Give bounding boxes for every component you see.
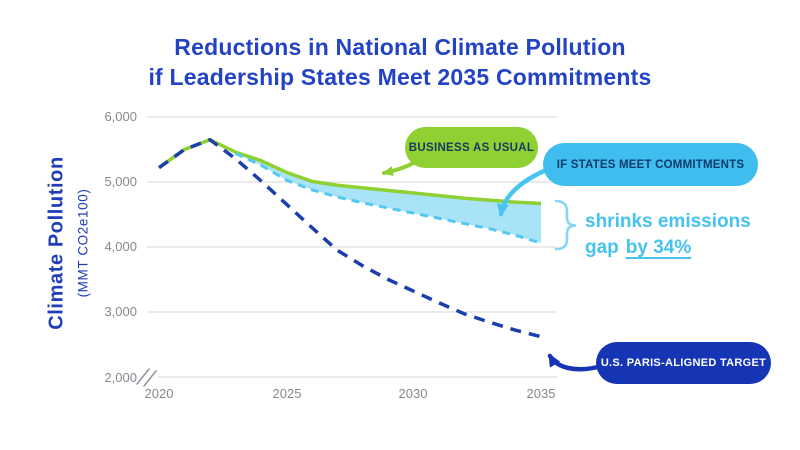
commitments-label-pill: IF STATES MEET COMMITMENTS (543, 143, 758, 186)
chart-title: Reductions in National Climate Pollution… (0, 32, 800, 93)
x-tick-2030: 2030 (383, 386, 443, 401)
gap-annotation: shrinks emissions gapby 34% (585, 209, 751, 260)
gap-brace-icon (556, 201, 576, 249)
x-tick-2020: 2020 (129, 386, 189, 401)
y-tick-3000: 3,000 (85, 303, 137, 321)
paris-target-label-pill: U.S. PARIS-ALIGNED TARGET (596, 342, 771, 384)
chart-title-line1: Reductions in National Climate Pollution (0, 32, 800, 62)
y-axis-label: Climate Pollution (46, 156, 69, 330)
y-tick-2000: 2,000 (85, 369, 137, 387)
y-tick-4000: 4,000 (85, 238, 137, 256)
paris-aligned-target-line (159, 140, 541, 337)
gap-annotation-underlined: by 34% (626, 237, 691, 258)
y-tick-6000: 6,000 (85, 108, 137, 126)
paris-arrow-icon (550, 356, 602, 369)
y-axis-break-icon (137, 369, 156, 386)
infographic-canvas: Reductions in National Climate Pollution… (0, 0, 800, 450)
y-tick-5000: 5,000 (85, 173, 137, 191)
business-as-usual-label-pill: BUSINESS AS USUAL (405, 127, 538, 168)
gap-annotation-line1: shrinks emissions (585, 209, 751, 235)
chart-title-line2: if Leadership States Meet 2035 Commitmen… (0, 62, 800, 92)
x-tick-2035: 2035 (511, 386, 571, 401)
x-tick-2025: 2025 (257, 386, 317, 401)
gap-annotation-line2: gapby 34% (585, 235, 751, 261)
